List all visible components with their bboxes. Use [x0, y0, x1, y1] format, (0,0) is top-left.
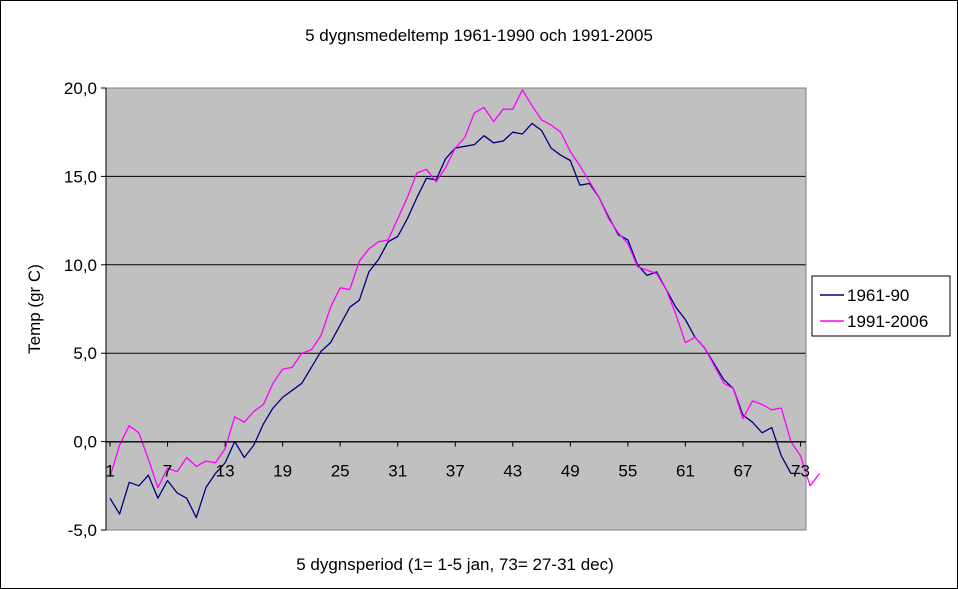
y-tick-label: 0,0	[73, 433, 97, 452]
x-tick-label: 67	[733, 462, 752, 481]
x-axis-title: 5 dygnsperiod (1= 1-5 jan, 73= 27-31 dec…	[296, 555, 614, 574]
legend-box	[811, 275, 951, 337]
x-tick-label: 49	[561, 462, 580, 481]
x-tick-label: 31	[388, 462, 407, 481]
y-axis-title: Temp (gr C)	[25, 264, 44, 354]
y-tick-label: 5,0	[73, 344, 97, 363]
y-tick-label: 15,0	[64, 167, 97, 186]
x-tick-label: 73	[791, 462, 810, 481]
x-tick-label: 19	[273, 462, 292, 481]
chart-title: 5 dygnsmedeltemp 1961-1990 och 1991-2005	[305, 26, 653, 45]
y-tick-label: -5,0	[68, 521, 97, 540]
y-tick-label: 10,0	[64, 256, 97, 275]
x-axis-ticks: 1 7 13 19 25 31 37 43 49 55 61 67 73	[105, 441, 810, 481]
x-tick-label: 13	[216, 462, 235, 481]
legend: 1961-90 1991-2006	[811, 275, 951, 337]
x-tick-label: 61	[676, 462, 695, 481]
legend-label-1991-2006: 1991-2006	[847, 312, 928, 331]
series-layer	[109, 89, 821, 519]
y-axis-ticks: -5,0 0,0 5,0 10,0 15,0 20,0	[64, 79, 106, 540]
x-tick-label: 1	[105, 462, 114, 481]
x-tick-label: 55	[618, 462, 637, 481]
plot-area	[106, 88, 806, 530]
x-tick-label: 43	[503, 462, 522, 481]
x-tick-label: 7	[163, 462, 172, 481]
y-tick-label: 20,0	[64, 79, 97, 98]
legend-label-1961-90: 1961-90	[847, 286, 909, 305]
x-tick-label: 37	[446, 462, 465, 481]
x-tick-label: 25	[331, 462, 350, 481]
series-line-1991-2006	[109, 89, 821, 489]
